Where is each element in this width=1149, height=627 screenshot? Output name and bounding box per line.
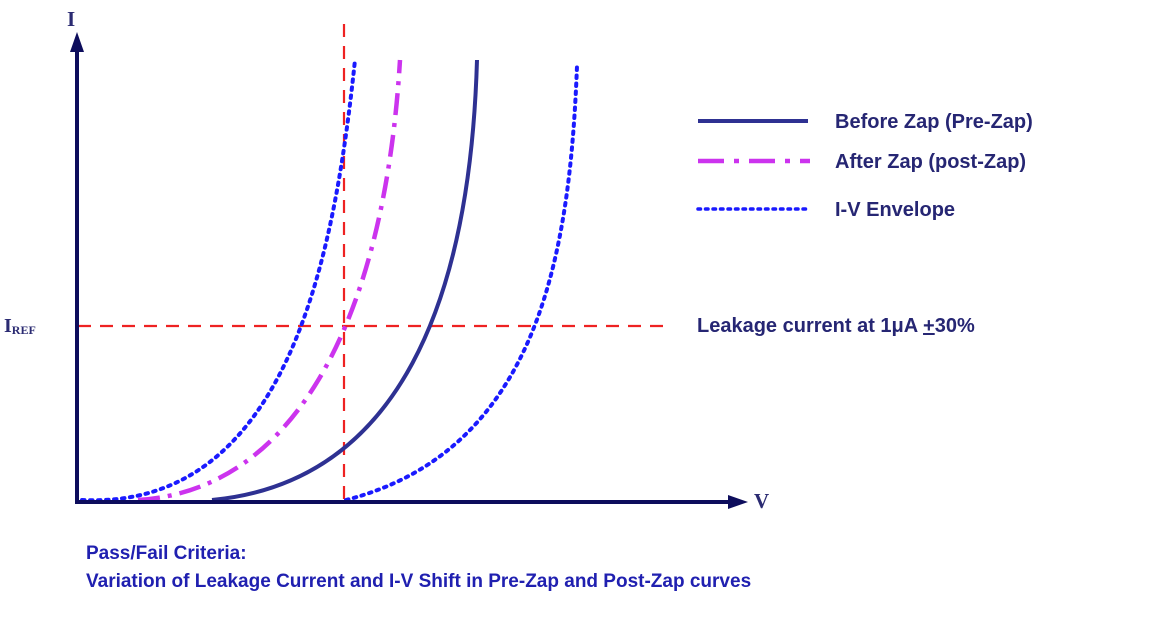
caption-line-1: Pass/Fail Criteria: <box>86 543 247 564</box>
leakage-annotation: Leakage current at 1μA +30% <box>697 315 975 337</box>
envelope-right-curve <box>344 64 579 502</box>
y-axis-label: I <box>67 7 75 31</box>
legend-pre-zap-label: Before Zap (Pre-Zap) <box>835 111 1033 133</box>
iref-label: IREF <box>4 315 36 337</box>
leakage-plus-minus: + <box>923 315 935 337</box>
iref-label-sub: REF <box>12 323 36 337</box>
x-axis-arrowhead <box>728 495 748 509</box>
pre-zap-curve <box>211 59 479 502</box>
legend-envelope-label: I-V Envelope <box>835 199 955 221</box>
leakage-prefix: Leakage current at 1μA <box>697 315 923 337</box>
envelope-left-curve <box>80 58 357 503</box>
x-axis-label: V <box>754 489 769 513</box>
leakage-suffix: 30% <box>935 315 975 337</box>
y-axis-arrowhead <box>70 32 84 52</box>
caption-line-2: Variation of Leakage Current and I-V Shi… <box>86 571 752 592</box>
iref-label-main: I <box>4 315 12 337</box>
pass-fail-caption: Pass/Fail Criteria: Variation of Leakage… <box>86 540 751 596</box>
legend-post-zap-label: After Zap (post-Zap) <box>835 151 1026 173</box>
